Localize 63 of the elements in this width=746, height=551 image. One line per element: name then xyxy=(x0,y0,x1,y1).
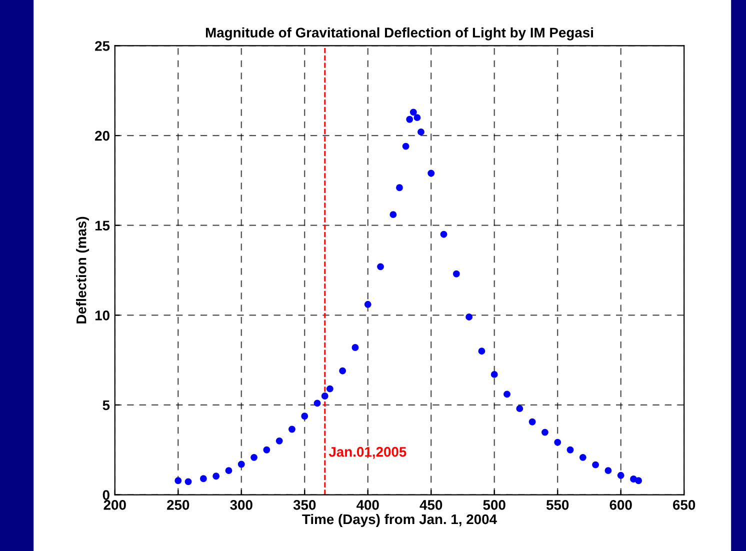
point xyxy=(566,446,574,454)
y-tick-label: 20 xyxy=(95,130,110,141)
point xyxy=(377,263,384,270)
x-tick-label: 300 xyxy=(230,500,252,510)
point xyxy=(174,477,182,484)
point xyxy=(414,114,421,122)
x-tick-label: 650 xyxy=(673,500,696,510)
x-tick-label: 550 xyxy=(546,500,569,510)
point xyxy=(212,472,220,480)
x-axis-title: Time (Days) from Jan. 1, 2004 xyxy=(302,514,497,527)
x-tick-label: 250 xyxy=(167,500,190,510)
y-tick-label: 10 xyxy=(95,310,110,320)
point xyxy=(504,390,510,398)
point xyxy=(314,400,321,407)
x-tick-label: 450 xyxy=(420,500,442,510)
point xyxy=(225,467,232,474)
point xyxy=(321,392,328,400)
x-tick-label: 600 xyxy=(610,500,632,510)
point xyxy=(466,313,473,320)
point xyxy=(635,477,642,484)
y-tick-label: 0 xyxy=(102,490,110,500)
point xyxy=(410,108,417,116)
point xyxy=(396,184,403,192)
point xyxy=(418,128,424,136)
point xyxy=(516,405,524,412)
y-axis-title: Deflection (mas) xyxy=(76,216,90,324)
point xyxy=(452,270,460,278)
y-tick-label: 5 xyxy=(102,400,110,410)
point xyxy=(541,428,548,436)
point xyxy=(238,460,245,468)
point xyxy=(364,300,372,308)
point xyxy=(428,170,435,177)
point xyxy=(579,454,586,461)
point xyxy=(490,370,498,378)
point xyxy=(288,426,296,433)
x-tick-label: 350 xyxy=(293,500,316,510)
point xyxy=(352,344,359,351)
point xyxy=(554,438,562,446)
point xyxy=(276,437,283,444)
point xyxy=(402,142,410,150)
point xyxy=(406,116,414,123)
point xyxy=(528,418,536,426)
point xyxy=(326,385,334,392)
point xyxy=(263,446,270,454)
point xyxy=(200,475,207,482)
point xyxy=(478,348,486,355)
point xyxy=(440,230,448,238)
point xyxy=(630,476,637,482)
point xyxy=(604,467,612,474)
y-tick-label: 15 xyxy=(95,220,110,231)
point xyxy=(301,412,308,420)
x-tick-label: 400 xyxy=(356,500,379,510)
ref-line-label: Jan.01,2005 xyxy=(328,446,406,459)
chart-title: Magnitude of Gravitational Deflection of Light by IM Pegasi xyxy=(206,27,593,40)
x-tick-label: 500 xyxy=(483,500,506,510)
point xyxy=(592,461,600,468)
y-tick-label: 25 xyxy=(95,41,110,51)
point xyxy=(184,478,192,486)
point xyxy=(390,211,397,218)
point xyxy=(250,454,258,461)
point xyxy=(339,367,346,374)
x-tick-label: 200 xyxy=(104,500,126,510)
point xyxy=(617,472,624,479)
